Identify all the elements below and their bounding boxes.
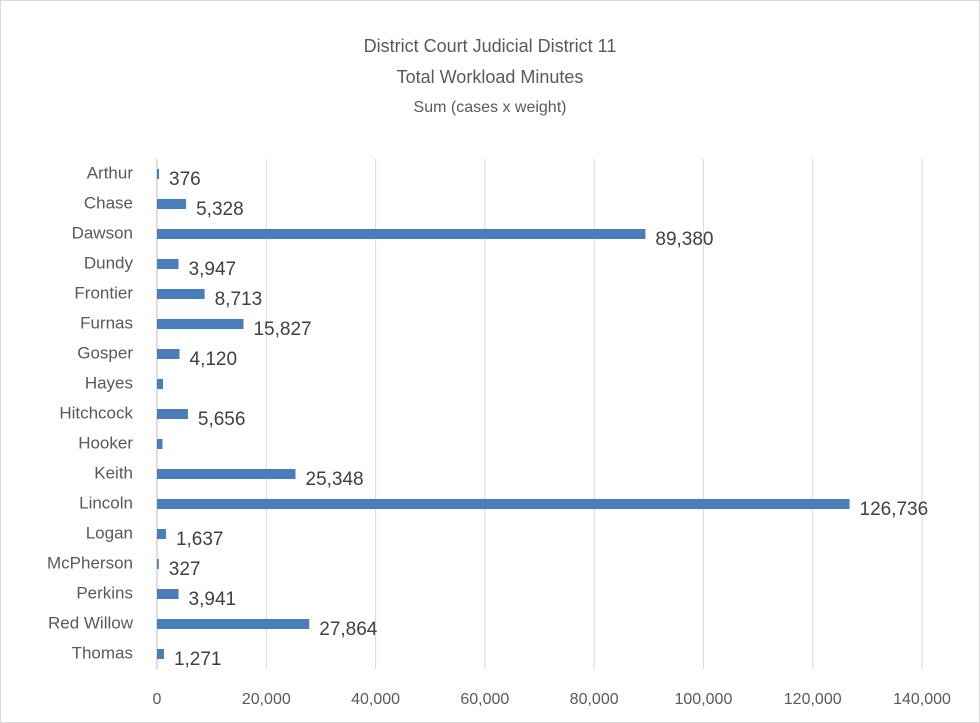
y-tick-label: Gosper bbox=[77, 343, 133, 362]
value-label: 327 bbox=[169, 559, 201, 580]
x-tick-label: 120,000 bbox=[784, 691, 842, 708]
bar bbox=[157, 169, 160, 179]
x-tick-label: 40,000 bbox=[351, 691, 400, 708]
bar bbox=[157, 499, 850, 509]
bar bbox=[157, 649, 164, 659]
bar bbox=[157, 439, 163, 449]
bar bbox=[157, 289, 205, 299]
value-label: 3,947 bbox=[189, 259, 237, 280]
y-tick-label: Logan bbox=[86, 523, 133, 542]
value-label: 1,271 bbox=[174, 649, 222, 670]
bar bbox=[157, 469, 296, 479]
x-tick-label: 20,000 bbox=[242, 691, 291, 708]
y-tick-label: Furnas bbox=[80, 313, 133, 332]
bar bbox=[157, 229, 646, 239]
value-label: 5,328 bbox=[196, 199, 244, 220]
bar bbox=[157, 259, 179, 269]
x-tick-label: 140,000 bbox=[893, 691, 951, 708]
value-label: 1,637 bbox=[176, 529, 224, 550]
bar bbox=[157, 619, 310, 629]
y-tick-label: Keith bbox=[94, 463, 133, 482]
y-tick-label: Dundy bbox=[84, 253, 134, 272]
bar bbox=[157, 379, 164, 389]
y-tick-label: Hayes bbox=[85, 373, 133, 392]
y-tick-label: Red Willow bbox=[48, 613, 134, 632]
y-tick-label: McPherson bbox=[47, 553, 133, 572]
y-tick-label: Thomas bbox=[72, 643, 133, 662]
y-tick-label: Hooker bbox=[78, 433, 133, 452]
bar bbox=[157, 199, 187, 209]
x-tick-label: 80,000 bbox=[570, 691, 619, 708]
y-tick-label: Hitchcock bbox=[59, 403, 133, 422]
bar bbox=[157, 319, 244, 329]
value-label: 5,656 bbox=[198, 409, 246, 430]
value-label: 8,713 bbox=[215, 289, 263, 310]
value-label: 25,348 bbox=[306, 469, 364, 490]
bar bbox=[157, 559, 159, 569]
value-label: 27,864 bbox=[319, 619, 378, 640]
x-tick-label: 60,000 bbox=[460, 691, 509, 708]
x-tick-label: 100,000 bbox=[675, 691, 733, 708]
value-label: 126,736 bbox=[860, 499, 929, 520]
bar bbox=[157, 349, 180, 359]
y-tick-label: Frontier bbox=[74, 283, 133, 302]
y-tick-label: Arthur bbox=[87, 163, 134, 182]
chart-subtitle: Total Workload Minutes bbox=[397, 67, 584, 87]
y-tick-label: Perkins bbox=[76, 583, 133, 602]
x-tick-label: 0 bbox=[153, 691, 162, 708]
value-label: 89,380 bbox=[655, 229, 713, 250]
y-tick-label: Dawson bbox=[72, 223, 133, 242]
value-label: 4,120 bbox=[190, 349, 238, 370]
value-label: 3,941 bbox=[189, 589, 237, 610]
value-label: 15,827 bbox=[253, 319, 311, 340]
chart-title: District Court Judicial District 11 bbox=[364, 36, 617, 56]
y-tick-label: Chase bbox=[84, 193, 133, 212]
bar bbox=[157, 409, 188, 419]
chart-note: Sum (cases x weight) bbox=[414, 99, 567, 116]
value-label: 376 bbox=[169, 169, 201, 190]
bar bbox=[157, 589, 179, 599]
y-tick-label: Lincoln bbox=[79, 493, 133, 512]
bar bbox=[157, 529, 166, 539]
